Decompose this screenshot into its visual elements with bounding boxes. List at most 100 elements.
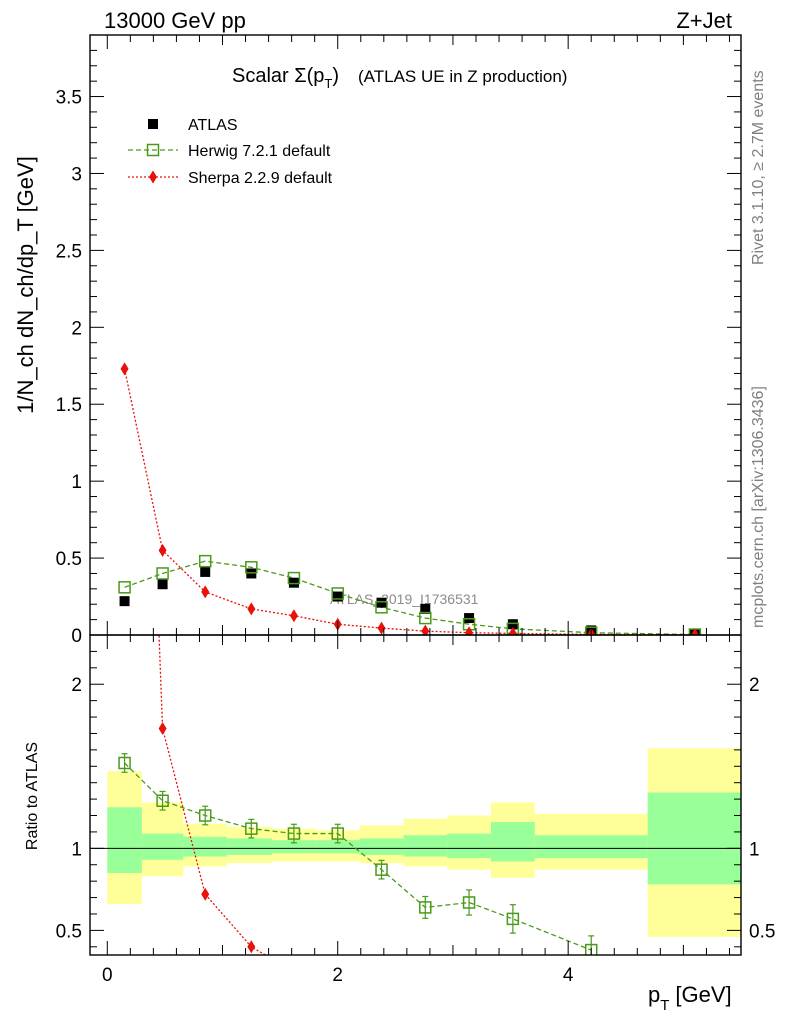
ratio-point-1-2 (201, 887, 210, 901)
band-green (183, 836, 228, 857)
ratio-panel-data (90, 635, 741, 1003)
main-point-1-1 (156, 567, 169, 580)
band-green (403, 835, 448, 857)
watermark: ATLAS_2019_I1736531 (330, 591, 479, 607)
main-point-1-4 (287, 571, 301, 585)
ratio-y-tick-label: 1 (71, 839, 82, 860)
legend-marker-1 (146, 143, 160, 157)
svg-text:Scalar Σ(pT): Scalar Σ(pT) (232, 65, 339, 91)
main-point-0-7 (420, 603, 431, 614)
ratio-y-tick-label: 0.5 (56, 921, 82, 942)
x-axis-title-sub: T (660, 997, 669, 1014)
main-point-1-3 (245, 561, 258, 574)
main-y-tick-label: 3.5 (56, 88, 82, 109)
plot-title-close: ) (332, 65, 339, 87)
legend-marker-0 (148, 119, 158, 129)
plot-title-main: Scalar Σ(p (232, 65, 324, 87)
ratio-y-tick-label-right: 0.5 (749, 921, 775, 942)
ratio-point-0-10 (584, 943, 598, 955)
main-point-1-10 (584, 626, 598, 635)
main-y-tick-label: 3 (71, 164, 82, 185)
band-green (647, 792, 741, 885)
main-point-0-6 (376, 597, 387, 608)
main-point-2-2 (201, 585, 210, 599)
main-point-0-5 (332, 591, 343, 602)
main-y-tick-label: 1.5 (56, 395, 82, 416)
ratio-point-0-5 (331, 827, 344, 840)
main-point-1-5 (331, 587, 344, 600)
x-axis-title: pT [GeV] (648, 982, 732, 1014)
ratio-point-0-6 (375, 863, 388, 876)
ratio-point-0-2 (198, 809, 212, 822)
ratio-point-0-7 (419, 901, 432, 914)
band-green (227, 838, 273, 855)
main-point-2-7 (421, 624, 430, 635)
rivet-label: Rivet 3.1.10, ≥ 2.7M events (750, 70, 767, 265)
ratio-point-0-3 (245, 822, 258, 835)
main-y-tick-label: 1 (71, 472, 82, 493)
main-point-2-8 (465, 626, 474, 635)
main-y-tick-label: 0.5 (56, 549, 82, 570)
x-tick-label: 0 (102, 965, 113, 986)
ratio-frame (89, 634, 742, 956)
ratio-point-1-6 (378, 980, 386, 993)
main-point-0-1 (157, 579, 168, 590)
header-left: 13000 GeV pp (104, 8, 246, 33)
y-axis-title-ratio: Ratio to ATLAS (24, 742, 41, 850)
band-green (141, 833, 184, 860)
x-axis-title-main: p (648, 982, 660, 1007)
ratio-point-1-10 (587, 990, 595, 1003)
ratio-point-1-3 (247, 940, 256, 954)
main-point-1-2 (198, 554, 212, 568)
ratio-point-0-9 (506, 912, 520, 926)
band-green (447, 833, 491, 859)
ratio-uncertainty-bands (107, 748, 741, 937)
ratio-point-1-1 (158, 722, 167, 736)
band-green (359, 838, 404, 855)
y-axis-title-main: 1/N_ch dN_ch/dp_T [GeV] (13, 156, 38, 414)
main-point-1-6 (375, 601, 388, 614)
plot-title: Scalar Σ(pT) (ATLAS UE in Z production) (232, 65, 567, 91)
mcplots-label: mcplots.cern.ch [arXiv:1306.3436] (750, 386, 767, 628)
ratio-point-0-8 (462, 896, 476, 909)
main-panel-data (118, 362, 702, 635)
main-point-1-0 (118, 581, 131, 594)
main-point-2-1 (158, 543, 167, 557)
legend: ATLAS Herwig 7.2.1 default Sherpa 2.2.9 de… (128, 117, 333, 187)
band-green (107, 807, 142, 873)
legend-marker-2 (149, 170, 157, 184)
main-point-0-0 (119, 596, 130, 607)
main-line-1 (124, 560, 695, 635)
ratio-y-tick-label-right: 2 (749, 675, 760, 696)
main-point-2-3 (247, 602, 256, 616)
main-point-1-7 (419, 611, 432, 625)
legend-label-1: Herwig 7.2.1 default (188, 143, 331, 160)
legend-label-2: Sherpa 2.2.9 default (188, 170, 333, 187)
band-green (272, 840, 316, 854)
ratio-point-0-1 (156, 794, 169, 807)
ratio-point-1-4 (290, 965, 298, 978)
main-y-tick-label: 2.5 (56, 241, 82, 262)
x-tick-label: 4 (563, 965, 574, 986)
ratio-point-1-9 (509, 986, 517, 999)
main-point-2-11 (690, 628, 699, 635)
ratio-point-1-7 (421, 983, 429, 996)
header-right: Z+Jet (676, 8, 732, 33)
svg-text:pT[GeV]: pT [GeV] (648, 982, 732, 1014)
ratio-point-0-0 (118, 756, 131, 770)
main-point-0-2 (200, 566, 211, 577)
ratio-y-tick-label-right: 1 (749, 839, 760, 860)
main-point-2-0 (120, 362, 129, 376)
plot-title-rest: (ATLAS UE in Z production) (358, 67, 567, 86)
main-point-0-9 (507, 619, 518, 630)
x-axis-title-rest: [GeV] (675, 982, 731, 1007)
main-y-tick-label: 2 (71, 318, 82, 339)
ratio-y-tick-label: 2 (71, 675, 82, 696)
ratio-point-0-4 (287, 827, 301, 840)
main-point-0-4 (288, 577, 299, 588)
main-point-2-4 (289, 609, 298, 623)
main-y-tick-label: 0 (71, 626, 82, 647)
y-axis-title-main-text: 1/N_ch dN_ch/dp_T [GeV] (13, 156, 38, 414)
band-green (490, 822, 535, 862)
